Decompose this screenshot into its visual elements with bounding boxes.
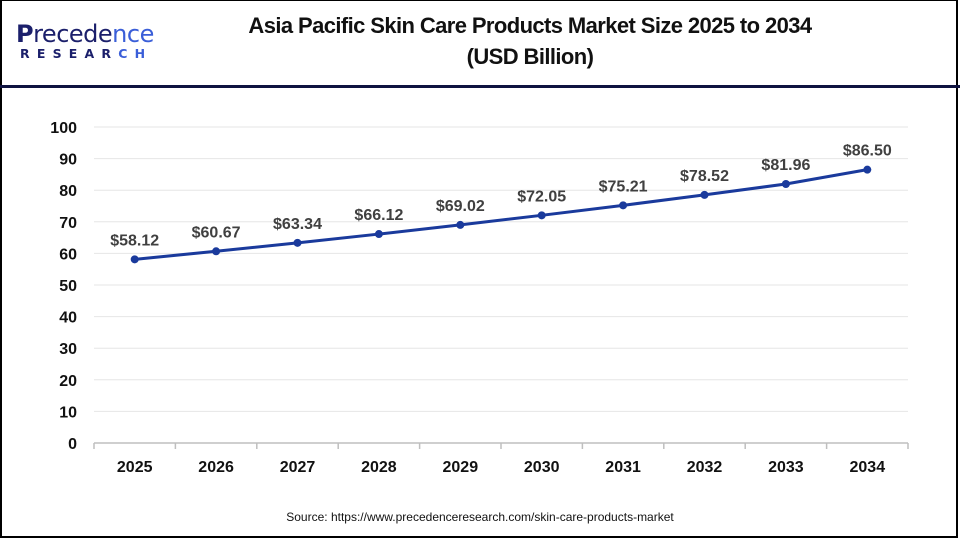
x-tick-label: 2033 (768, 459, 804, 476)
data-point (863, 165, 872, 174)
x-tick-label: 2029 (443, 459, 479, 476)
source-note: Source: https://www.precedenceresearch.c… (286, 510, 674, 524)
chart-title-line2: (USD Billion) (466, 44, 594, 69)
data-label: $86.50 (843, 143, 892, 160)
x-tick-label: 2034 (850, 459, 886, 476)
x-tick-label: 2030 (524, 459, 560, 476)
y-tick-label: 30 (59, 341, 77, 358)
data-label: $60.67 (192, 224, 241, 241)
y-tick-label: 20 (59, 373, 77, 390)
y-tick-label: 60 (59, 246, 77, 263)
chart-title: Asia Pacific Skin Care Products Market S… (200, 10, 860, 72)
data-label: $66.12 (354, 207, 403, 224)
data-label: $75.21 (599, 178, 648, 195)
y-tick-label: 100 (50, 120, 77, 137)
x-tick-label: 2026 (198, 459, 234, 476)
data-point (293, 238, 302, 247)
y-tick-label: 10 (59, 404, 77, 421)
header-divider (0, 85, 960, 88)
x-tick-label: 2031 (605, 459, 641, 476)
data-point (456, 220, 465, 229)
precedence-research-logo: Precedence RESEARCH (16, 20, 166, 64)
series-line (134, 168, 868, 261)
data-point (781, 180, 790, 189)
data-point (537, 211, 546, 220)
y-tick-label: 70 (59, 215, 77, 232)
y-tick-label: 40 (59, 310, 77, 327)
x-tick-label: 2027 (280, 459, 316, 476)
data-label: $78.52 (680, 168, 729, 185)
x-tick-label: 2028 (361, 459, 397, 476)
data-label: $63.34 (273, 216, 322, 233)
data-label: $81.96 (761, 157, 810, 174)
data-point (130, 255, 139, 264)
data-label: $58.12 (110, 232, 159, 249)
y-tick-label: 0 (68, 436, 77, 453)
chart-title-line1: Asia Pacific Skin Care Products Market S… (248, 13, 812, 38)
data-point (212, 247, 221, 256)
y-tick-label: 50 (59, 278, 77, 295)
x-tick-label: 2032 (687, 459, 723, 476)
y-tick-label: 90 (59, 152, 77, 169)
data-point (619, 201, 628, 210)
data-label: $72.05 (517, 188, 566, 205)
data-point (700, 190, 709, 199)
y-tick-label: 80 (59, 183, 77, 200)
x-tick-label: 2025 (117, 459, 153, 476)
data-point (374, 230, 383, 239)
logo-wordmark: Precedence (16, 20, 154, 48)
logo-subtitle: RESEARCH (20, 46, 153, 61)
data-label: $69.02 (436, 198, 485, 215)
